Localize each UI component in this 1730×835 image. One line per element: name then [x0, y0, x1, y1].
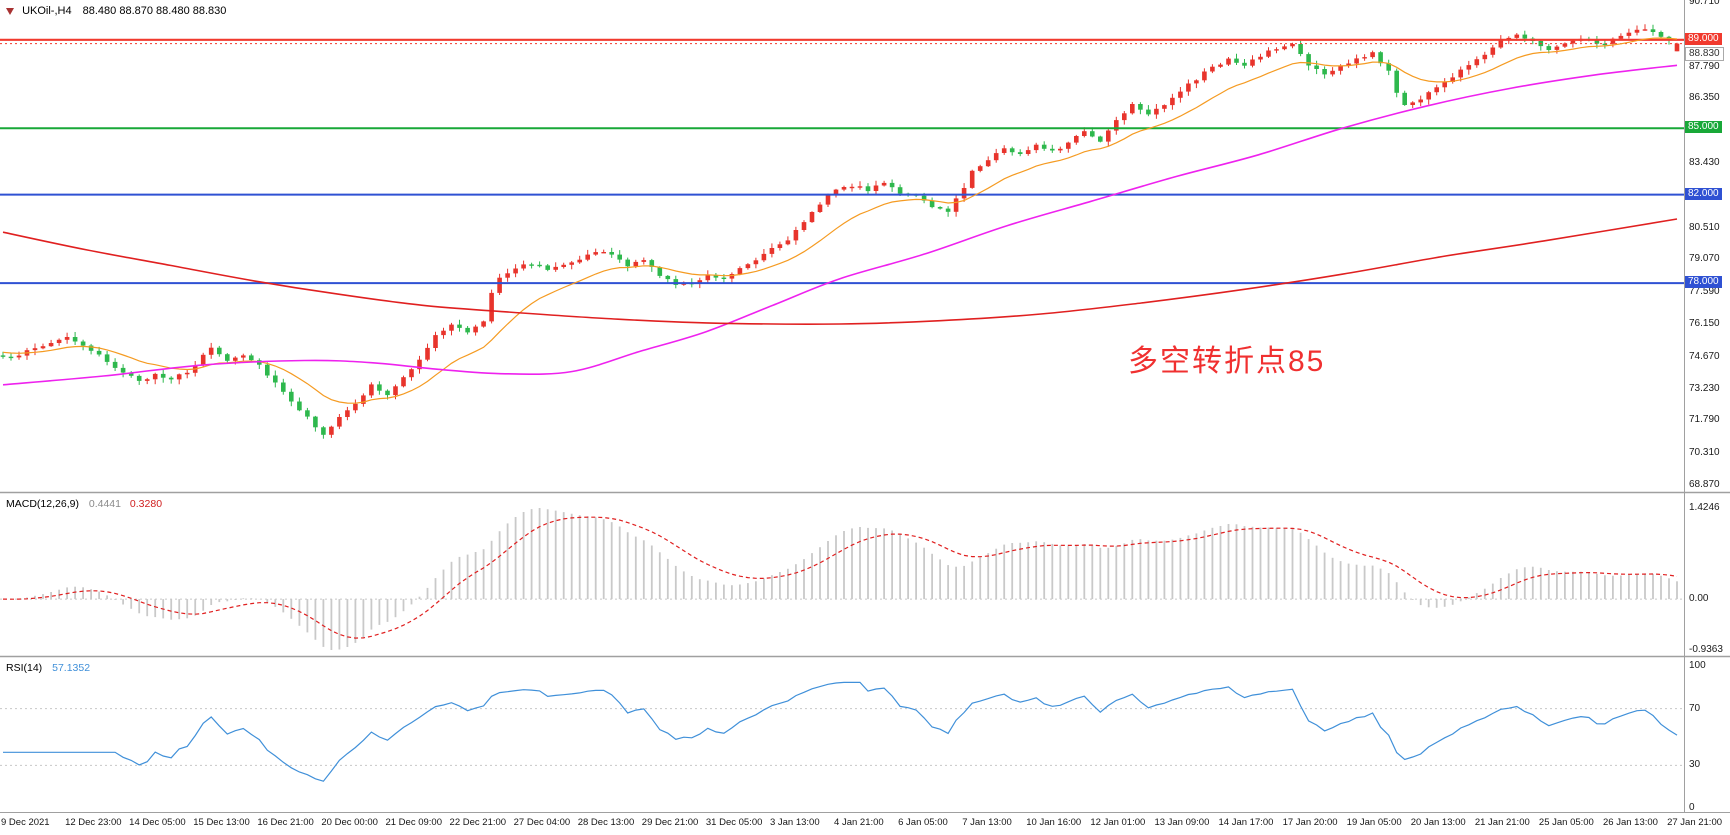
x-axis-label: 15 Dec 13:00	[193, 817, 250, 828]
x-axis-label: 17 Jan 20:00	[1282, 817, 1338, 828]
x-axis-label: 31 Dec 05:00	[705, 817, 763, 828]
symbol-marker-icon	[6, 7, 14, 15]
x-axis-label: 12 Jan 01:00	[1090, 817, 1146, 828]
macd-axis-zero: 0.00	[1689, 593, 1709, 605]
y-axis-tick: 73.230	[1689, 382, 1720, 394]
y-axis-tick: 83.430	[1689, 157, 1720, 168]
price-badge: 89.000	[1685, 32, 1722, 45]
rsi-name: RSI(14)	[6, 662, 43, 674]
rsi-axis-tick: 30	[1689, 759, 1701, 771]
chart-annotation[interactable]: 多空转折点85	[1128, 345, 1326, 378]
rsi-axis-tick: 0	[1689, 802, 1695, 813]
rsi-axis-tick: 100	[1689, 660, 1706, 671]
price-badge: 78.000	[1685, 276, 1722, 289]
x-axis-label: 25 Jan 05:00	[1538, 817, 1594, 828]
price-badge: 82.000	[1685, 187, 1722, 200]
y-axis-tick: 79.070	[1689, 253, 1720, 265]
rsi-axis-tick: 70	[1689, 702, 1701, 714]
macd-main-value: 0.4441	[88, 498, 121, 510]
y-axis-tick: 70.310	[1689, 447, 1720, 459]
x-axis-label: 4 Jan 21:00	[834, 817, 884, 828]
x-axis-label: 22 Dec 21:00	[449, 817, 507, 828]
x-axis-label: 20 Jan 13:00	[1410, 817, 1466, 828]
y-axis-tick: 90.710	[1689, 0, 1720, 7]
x-axis-label: 14 Dec 05:00	[129, 817, 186, 828]
x-axis-label: 20 Dec 00:00	[321, 817, 378, 828]
macd-axis-max: 1.4246	[1689, 502, 1720, 513]
x-axis-label: 27 Dec 04:00	[513, 817, 571, 828]
y-axis-tick: 71.790	[1689, 414, 1720, 426]
rsi-value: 57.1352	[52, 662, 91, 674]
y-axis-tick: 74.670	[1689, 350, 1720, 362]
x-axis-label: 27 Jan 21:00	[1667, 817, 1723, 828]
rsi-indicator-label: RSI(14) 57.1352	[6, 662, 90, 674]
x-axis-label: 28 Dec 13:00	[577, 817, 635, 828]
chart-title: UKOil-,H4 88.480 88.870 88.480 88.830	[6, 5, 226, 17]
price-badge: 88.830	[1685, 46, 1724, 61]
symbol-timeframe: UKOil-,H4	[22, 5, 72, 17]
macd-name: MACD(12,26,9)	[6, 498, 79, 510]
y-axis-tick: 80.510	[1689, 221, 1720, 233]
price-badge: 85.000	[1685, 121, 1722, 134]
x-axis-label: 12 Dec 23:00	[65, 817, 122, 828]
ohlc-values: 88.480 88.870 88.480 88.830	[82, 5, 227, 17]
x-axis-label: 26 Jan 13:00	[1603, 817, 1658, 828]
y-axis-tick: 86.350	[1689, 92, 1720, 104]
y-axis-tick: 76.150	[1689, 318, 1720, 329]
y-axis-tick: 87.790	[1689, 60, 1720, 72]
x-axis-label: 14 Jan 17:00	[1218, 817, 1274, 828]
x-axis-label: 7 Jan 13:00	[962, 817, 1012, 828]
macd-axis-min: -0.9363	[1689, 644, 1723, 655]
macd-indicator-label: MACD(12,26,9) 0.4441 0.3280	[6, 498, 162, 510]
x-axis-label: 16 Dec 21:00	[257, 817, 314, 828]
x-axis-label: 19 Jan 05:00	[1346, 817, 1402, 828]
x-axis-label: 6 Jan 05:00	[898, 817, 948, 828]
x-axis-label: 9 Dec 2021	[1, 817, 50, 828]
x-axis-label: 21 Dec 09:00	[385, 817, 442, 828]
x-axis-label: 10 Jan 16:00	[1026, 817, 1082, 828]
macd-signal-value: 0.3280	[129, 498, 163, 510]
y-axis-tick: 77.590	[1689, 286, 1720, 298]
x-axis-label: 29 Dec 21:00	[641, 817, 699, 828]
x-axis-label: 21 Jan 21:00	[1474, 817, 1530, 828]
y-axis-tick: 68.870	[1689, 479, 1720, 490]
x-axis-label: 13 Jan 09:00	[1154, 817, 1210, 828]
x-axis-label: 3 Jan 13:00	[769, 817, 820, 828]
